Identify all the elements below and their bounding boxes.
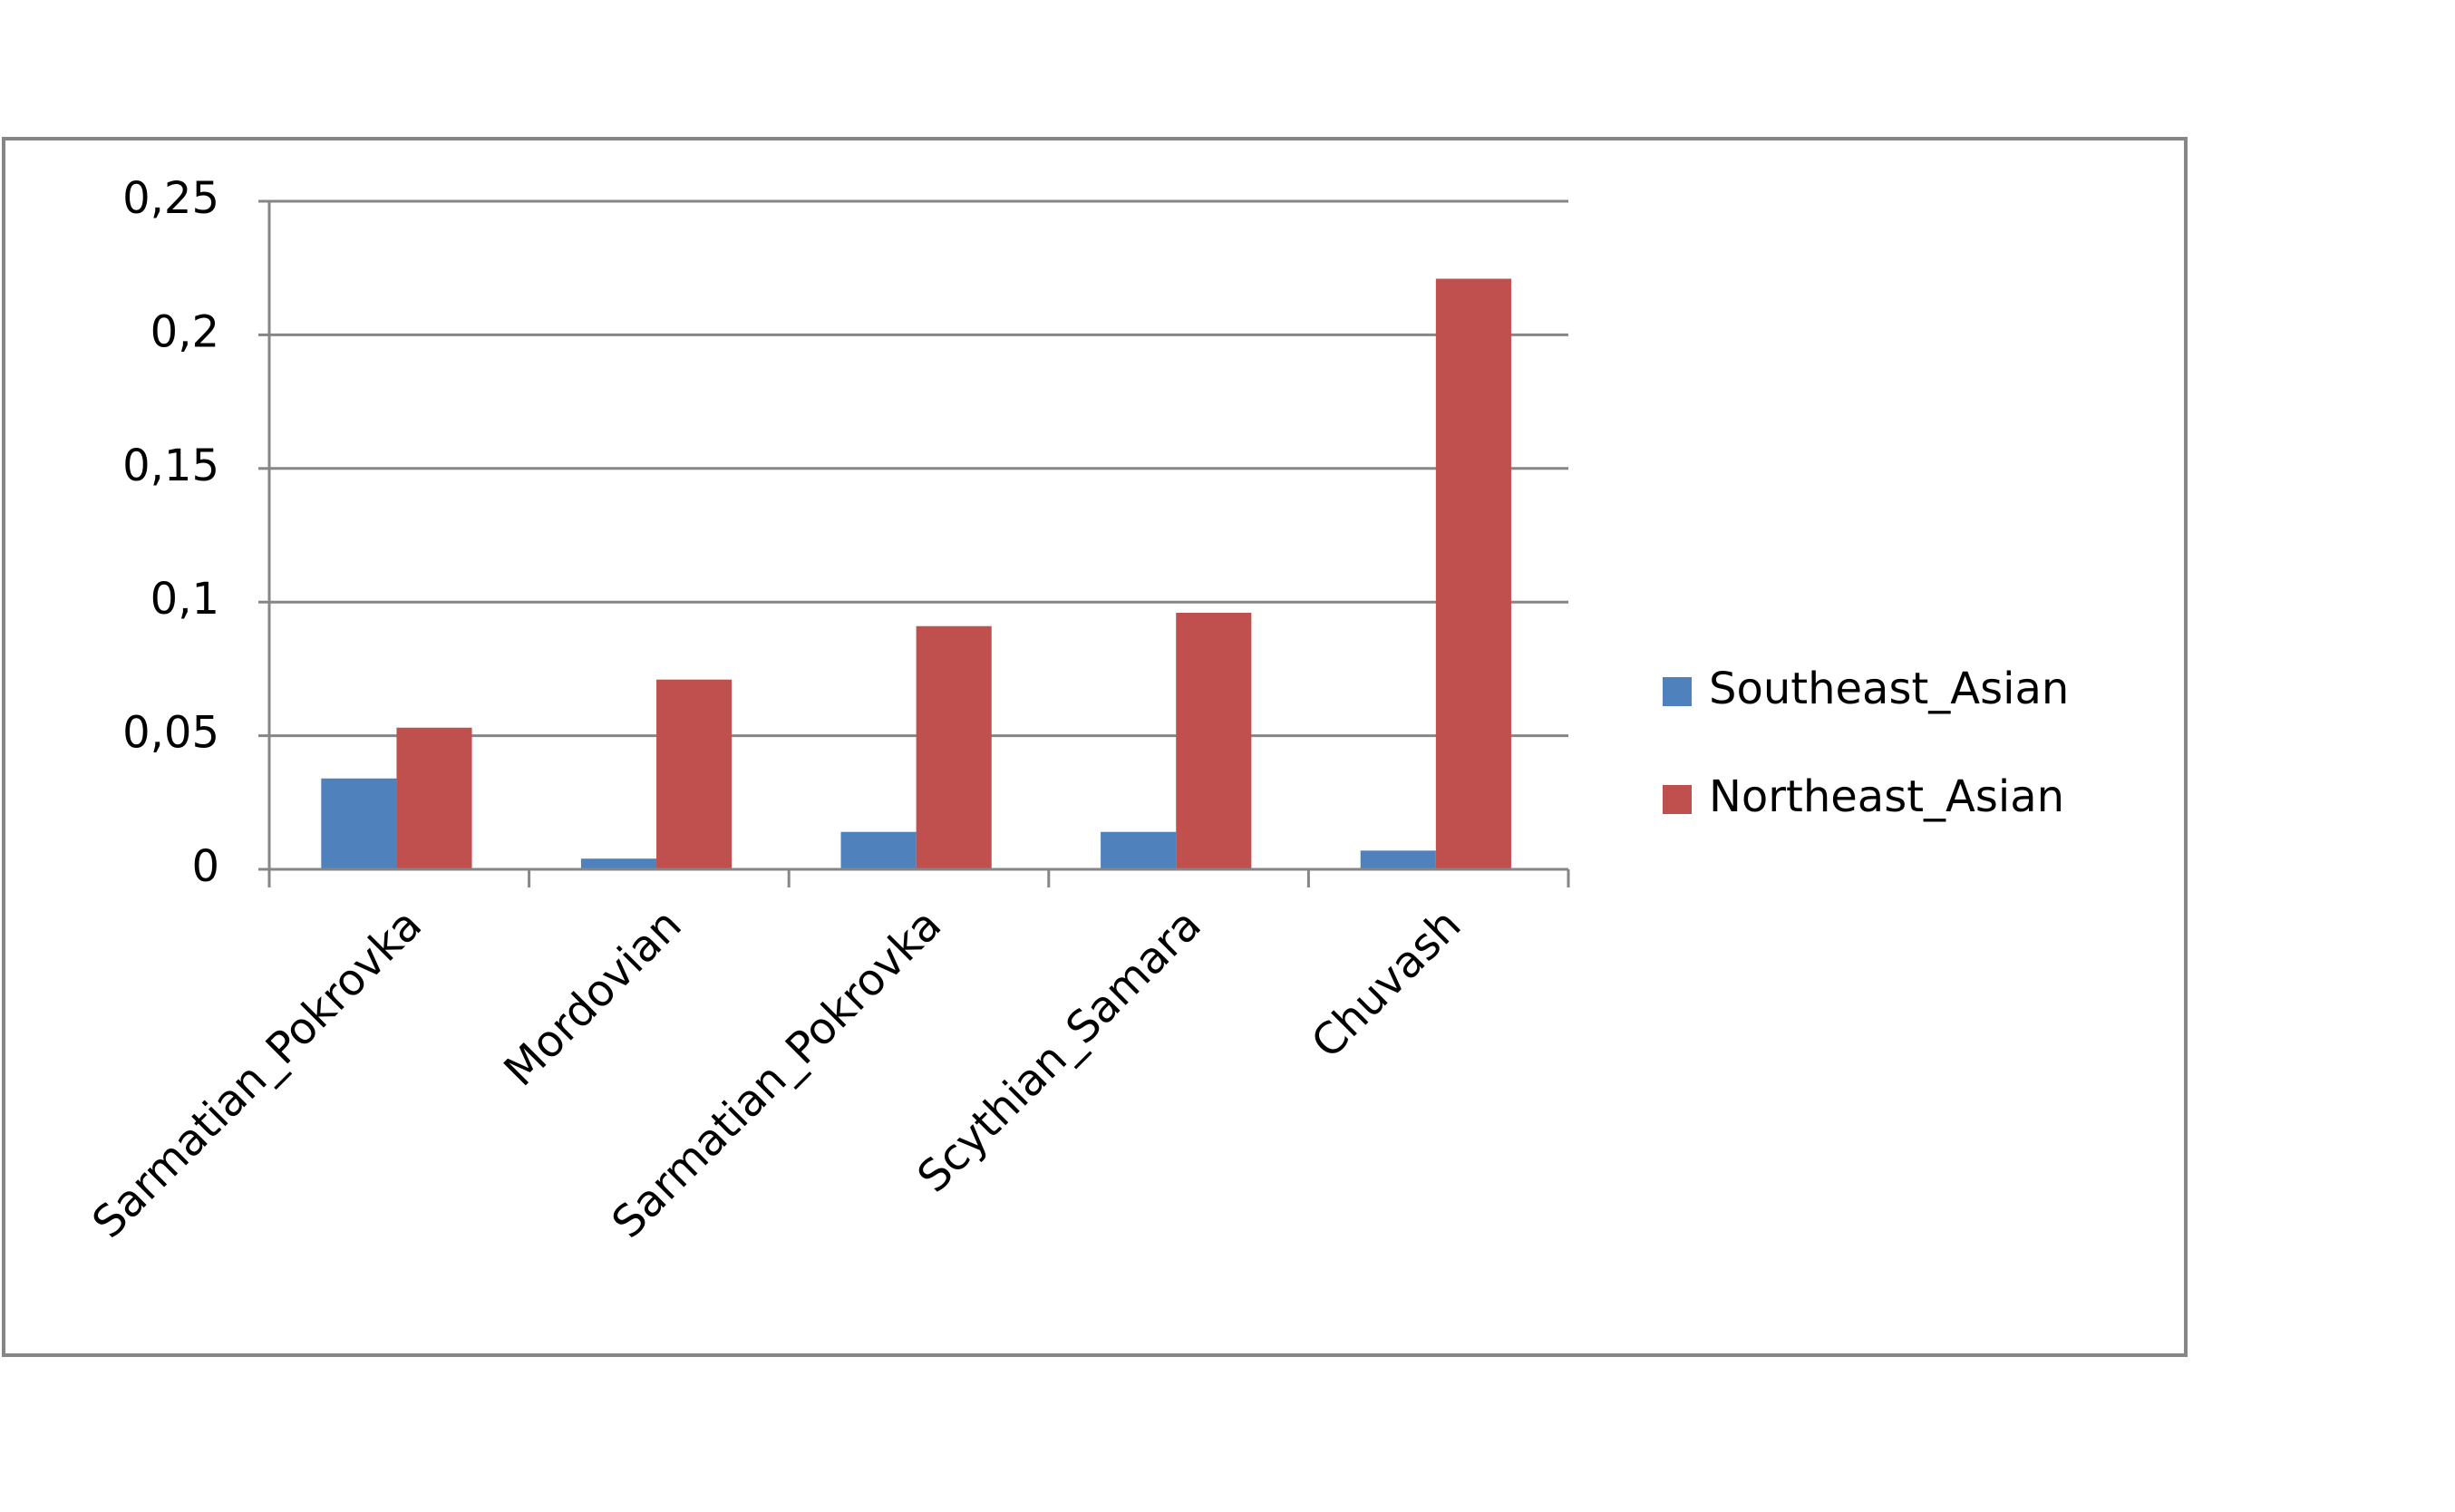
legend-swatch <box>1663 785 1692 814</box>
bar <box>321 778 397 869</box>
bar <box>1176 612 1252 869</box>
y-tick-label: 0,05 <box>122 708 219 759</box>
legend-label: Northeast_Asian <box>1709 771 2064 822</box>
y-tick-label: 0,15 <box>122 441 219 491</box>
bar <box>1101 831 1177 869</box>
bar <box>1435 278 1511 869</box>
legend-label: Southeast_Asian <box>1709 664 2069 714</box>
bar <box>396 727 472 869</box>
y-tick-label: 0,1 <box>150 574 219 625</box>
y-tick-label: 0 <box>191 841 219 892</box>
y-tick-label: 0,2 <box>150 306 219 357</box>
chart-frame <box>2 137 2188 1357</box>
bar <box>1360 850 1436 869</box>
legend-swatch <box>1663 677 1692 706</box>
bar <box>840 831 917 869</box>
y-tick-label: 0,25 <box>122 173 219 224</box>
bar <box>916 625 992 869</box>
bar <box>580 858 657 869</box>
bar <box>656 679 733 869</box>
